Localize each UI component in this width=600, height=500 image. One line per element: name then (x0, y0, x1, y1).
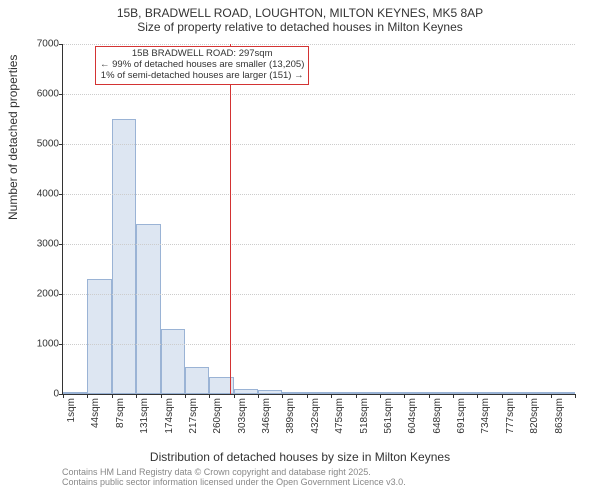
ytick-label: 7000 (37, 39, 59, 50)
xtick-mark (307, 394, 308, 398)
xtick-label: 475sqm (334, 398, 345, 434)
xtick-label: 518sqm (359, 398, 370, 434)
ytick-label: 3000 (37, 239, 59, 250)
xtick-mark (161, 394, 162, 398)
xtick-mark (429, 394, 430, 398)
grid-line (63, 344, 575, 345)
xtick-label: 131sqm (139, 398, 150, 434)
annotation-box: 15B BRADWELL ROAD: 297sqm← 99% of detach… (95, 46, 309, 85)
ytick-mark (59, 144, 63, 145)
xtick-mark (380, 394, 381, 398)
bar (161, 329, 185, 394)
xtick-mark (185, 394, 186, 398)
footer: Contains HM Land Registry data © Crown c… (62, 468, 406, 488)
xtick-mark (502, 394, 503, 398)
xtick-label: 863sqm (554, 398, 565, 434)
ytick-label: 4000 (37, 189, 59, 200)
marker-line (230, 44, 231, 394)
xtick-label: 561sqm (383, 398, 394, 434)
ytick-label: 0 (53, 389, 59, 400)
ytick-mark (59, 44, 63, 45)
ytick-label: 2000 (37, 289, 59, 300)
xtick-mark (526, 394, 527, 398)
ytick-label: 6000 (37, 89, 59, 100)
bar (112, 119, 136, 394)
xtick-label: 648sqm (432, 398, 443, 434)
xtick-label: 734sqm (480, 398, 491, 434)
bar (356, 392, 380, 394)
xtick-mark (136, 394, 137, 398)
bar (526, 392, 550, 394)
xtick-mark (551, 394, 552, 398)
xtick-mark (234, 394, 235, 398)
ytick-mark (59, 294, 63, 295)
xtick-mark (87, 394, 88, 398)
bar (282, 392, 306, 394)
bar (502, 392, 526, 394)
xtick-mark (477, 394, 478, 398)
xtick-label: 691sqm (456, 398, 467, 434)
ytick-label: 1000 (37, 339, 59, 350)
grid-line (63, 194, 575, 195)
xtick-mark (63, 394, 64, 398)
ytick-label: 5000 (37, 139, 59, 150)
xtick-mark (209, 394, 210, 398)
xtick-mark (112, 394, 113, 398)
xtick-mark (453, 394, 454, 398)
title-line-1: 15B, BRADWELL ROAD, LOUGHTON, MILTON KEY… (0, 6, 600, 20)
xtick-label: 777sqm (505, 398, 516, 434)
grid-line (63, 44, 575, 45)
xtick-mark (331, 394, 332, 398)
plot-area: 010002000300040005000600070001sqm44sqm87… (62, 44, 575, 395)
bar (258, 390, 282, 394)
xtick-label: 44sqm (90, 398, 101, 428)
grid-line (63, 144, 575, 145)
xtick-label: 303sqm (237, 398, 248, 434)
xtick-label: 346sqm (261, 398, 272, 434)
bar (477, 392, 501, 394)
annotation-line: 1% of semi-detached houses are larger (1… (100, 71, 304, 82)
xtick-mark (356, 394, 357, 398)
ytick-mark (59, 244, 63, 245)
footer-line-2: Contains public sector information licen… (62, 478, 406, 488)
bars-group (63, 44, 575, 394)
grid-line (63, 94, 575, 95)
xtick-mark (282, 394, 283, 398)
bar (429, 392, 453, 394)
bar (380, 392, 404, 394)
xtick-label: 87sqm (115, 398, 126, 428)
bar (185, 367, 209, 395)
xtick-label: 217sqm (188, 398, 199, 434)
xtick-label: 260sqm (212, 398, 223, 434)
xtick-label: 1sqm (66, 398, 77, 422)
title-block: 15B, BRADWELL ROAD, LOUGHTON, MILTON KEY… (0, 0, 600, 35)
xtick-label: 174sqm (164, 398, 175, 434)
y-axis-label: Number of detached properties (6, 55, 20, 220)
bar (331, 392, 355, 394)
xtick-mark (258, 394, 259, 398)
bar (453, 392, 477, 394)
bar (87, 279, 111, 394)
bar (63, 392, 87, 395)
xtick-label: 604sqm (407, 398, 418, 434)
ytick-mark (59, 344, 63, 345)
ytick-mark (59, 194, 63, 195)
xtick-label: 432sqm (310, 398, 321, 434)
bar (234, 389, 258, 394)
grid-line (63, 294, 575, 295)
ytick-mark (59, 94, 63, 95)
chart-container: 15B, BRADWELL ROAD, LOUGHTON, MILTON KEY… (0, 0, 600, 500)
x-axis-label: Distribution of detached houses by size … (0, 450, 600, 464)
xtick-label: 389sqm (285, 398, 296, 434)
xtick-label: 820sqm (529, 398, 540, 434)
xtick-mark (404, 394, 405, 398)
bar (551, 392, 575, 394)
bar (307, 392, 331, 394)
bar (404, 392, 428, 394)
title-line-2: Size of property relative to detached ho… (0, 20, 600, 34)
xtick-mark (575, 394, 576, 398)
grid-line (63, 244, 575, 245)
bar (136, 224, 160, 394)
